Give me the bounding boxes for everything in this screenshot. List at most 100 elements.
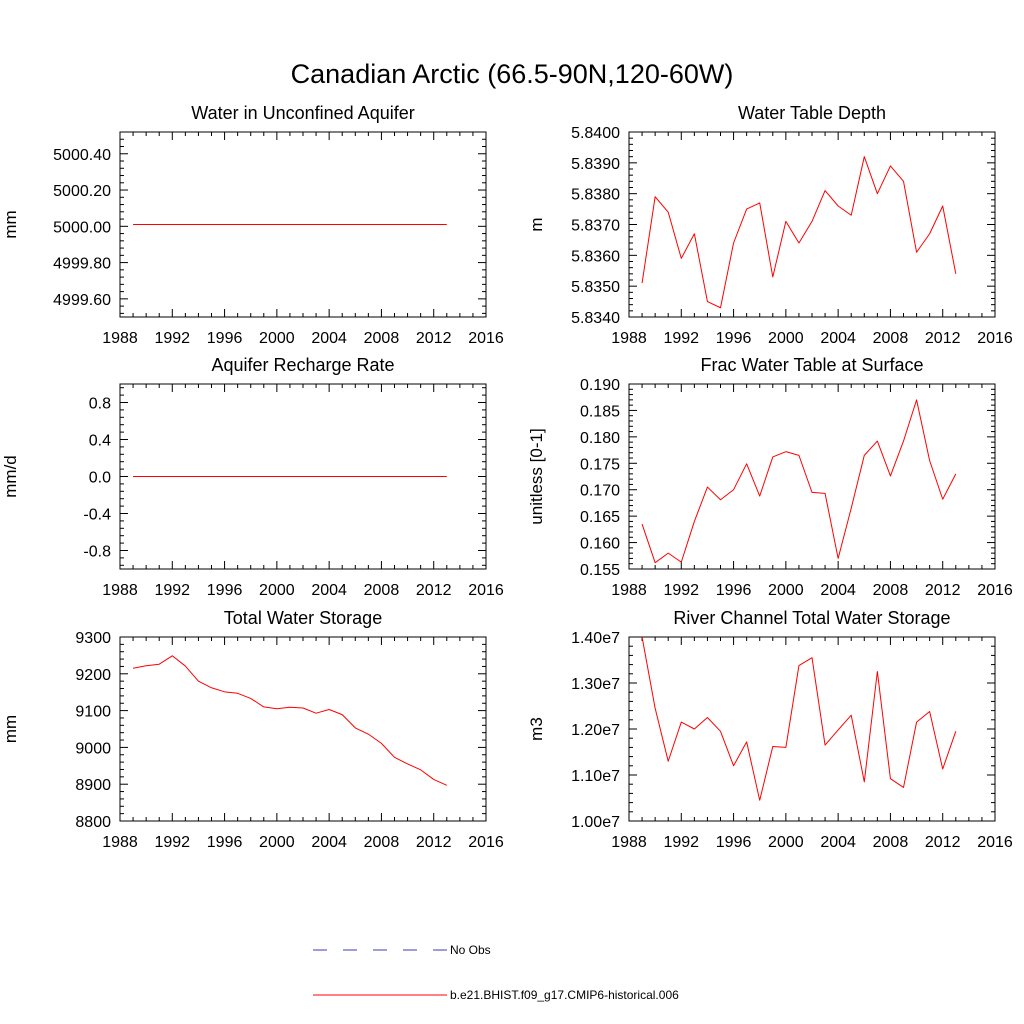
x-tick-label: 2012: [416, 582, 452, 599]
x-tick-label: 2004: [311, 582, 347, 599]
panel-title: Total Water Storage: [224, 608, 382, 628]
panel-title: Water Table Depth: [738, 103, 886, 123]
y-tick-label: 9000: [75, 740, 111, 757]
x-tick-label: 2000: [259, 582, 295, 599]
x-tick-label: 2012: [925, 834, 961, 851]
x-tick-label: 2012: [416, 834, 452, 851]
panel-title: River Channel Total Water Storage: [673, 608, 950, 628]
x-tick-label: 1988: [611, 582, 647, 599]
x-tick-label: 2008: [873, 582, 909, 599]
y-tick-label: 0.4: [89, 433, 111, 450]
x-tick-label: 1988: [102, 834, 138, 851]
series-line: [641, 156, 957, 309]
y-tick-label: 1.20e7: [571, 722, 620, 739]
y-tick-label: 4999.80: [53, 256, 111, 273]
x-tick-label: 2004: [311, 330, 347, 347]
x-tick-label: 1996: [716, 834, 752, 851]
panel-title: Aquifer Recharge Rate: [211, 355, 394, 375]
y-tick-label: -0.4: [83, 507, 111, 524]
y-tick-label: 0.170: [580, 483, 620, 500]
x-tick-label: 1992: [154, 834, 190, 851]
x-tick-label: 1992: [154, 582, 190, 599]
y-tick-label: 5.8350: [571, 279, 620, 296]
y-axis-label: mm: [1, 715, 20, 743]
x-tick-label: 1988: [611, 330, 647, 347]
y-tick-label: 0.160: [580, 536, 620, 553]
x-tick-label: 2016: [468, 582, 504, 599]
y-tick-label: 0.190: [580, 377, 620, 394]
x-tick-label: 1996: [207, 582, 243, 599]
y-tick-label: 5000.00: [53, 219, 111, 236]
panel-6: River Channel Total Water Storage 1988 199…: [527, 608, 1013, 851]
series-line: [132, 655, 447, 786]
x-tick-label: 1996: [207, 834, 243, 851]
x-tick-label: 2012: [925, 330, 961, 347]
y-tick-label: -0.8: [83, 544, 111, 561]
panel-title: Water in Unconfined Aquifer: [191, 103, 414, 123]
x-tick-label: 2000: [768, 582, 804, 599]
y-tick-label: 5.8360: [571, 248, 620, 265]
x-tick-label: 1992: [154, 330, 190, 347]
x-tick-label: 1992: [663, 330, 699, 347]
x-tick-label: 1996: [716, 330, 752, 347]
panel-5: Total Water Storage 1988 1992 1996 2000 2004 2…: [1, 608, 504, 851]
y-tick-label: 9100: [75, 704, 111, 721]
y-axis-label: mm/d: [1, 455, 20, 498]
x-tick-label: 2012: [416, 330, 452, 347]
panel-title: Frac Water Table at Surface: [700, 355, 923, 375]
y-tick-label: 8900: [75, 777, 111, 794]
y-tick-label: 0.185: [580, 403, 620, 420]
y-tick-label: 9200: [75, 667, 111, 684]
x-tick-label: 2016: [977, 834, 1013, 851]
x-tick-label: 1996: [716, 582, 752, 599]
x-tick-label: 2000: [768, 330, 804, 347]
y-tick-label: 1.00e7: [571, 814, 620, 831]
x-tick-label: 2000: [259, 330, 295, 347]
panel-4: Frac Water Table at Surface 1988 1992 1996 2…: [527, 355, 1013, 599]
y-tick-label: 5000.40: [53, 147, 111, 164]
y-tick-label: 8800: [75, 814, 111, 831]
x-tick-label: 1992: [663, 582, 699, 599]
y-tick-label: 0.0: [89, 470, 111, 487]
x-tick-label: 2000: [259, 834, 295, 851]
x-tick-label: 2016: [977, 330, 1013, 347]
series-line: [641, 399, 957, 564]
y-tick-label: 0.180: [580, 430, 620, 447]
x-tick-label: 2012: [925, 582, 961, 599]
legend-label: b.e21.BHIST.f09_g17.CMIP6-historical.006: [450, 988, 679, 1002]
x-tick-label: 2004: [311, 834, 347, 851]
y-tick-label: 9300: [75, 630, 111, 647]
y-tick-label: 0.175: [580, 456, 620, 473]
y-axis-label: m: [527, 217, 546, 231]
x-tick-label: 2004: [820, 582, 856, 599]
y-axis-label: mm: [1, 210, 20, 238]
panels: Water in Unconfined Aquifer 1988 1992 1996 2…: [1, 103, 1013, 851]
x-tick-label: 1988: [611, 834, 647, 851]
x-tick-label: 2008: [364, 582, 400, 599]
x-tick-label: 2008: [873, 330, 909, 347]
y-tick-label: 4999.60: [53, 292, 111, 309]
y-tick-label: 0.165: [580, 509, 620, 526]
panel-1: Water in Unconfined Aquifer 1988 1992 1996 2…: [1, 103, 504, 347]
y-tick-label: 5.8370: [571, 218, 620, 235]
x-tick-label: 1996: [207, 330, 243, 347]
figure-title: Canadian Arctic (66.5-90N,120-60W): [291, 59, 734, 89]
x-tick-label: 2008: [364, 834, 400, 851]
x-tick-label: 2016: [468, 330, 504, 347]
x-tick-label: 1988: [102, 330, 138, 347]
y-tick-label: 0.155: [580, 562, 620, 579]
y-tick-label: 5000.20: [53, 183, 111, 200]
x-tick-label: 2008: [873, 834, 909, 851]
series-line: [641, 636, 957, 801]
y-tick-label: 5.8340: [571, 310, 620, 327]
x-tick-label: 2016: [468, 834, 504, 851]
y-tick-label: 1.40e7: [571, 630, 620, 647]
x-tick-label: 2008: [364, 330, 400, 347]
y-tick-label: 0.8: [89, 396, 111, 413]
legend-item: b.e21.BHIST.f09_g17.CMIP6-historical.006: [313, 988, 679, 1002]
y-tick-label: 1.30e7: [571, 676, 620, 693]
y-tick-label: 5.8400: [571, 125, 620, 142]
y-tick-label: 5.8390: [571, 156, 620, 173]
x-tick-label: 2004: [820, 834, 856, 851]
